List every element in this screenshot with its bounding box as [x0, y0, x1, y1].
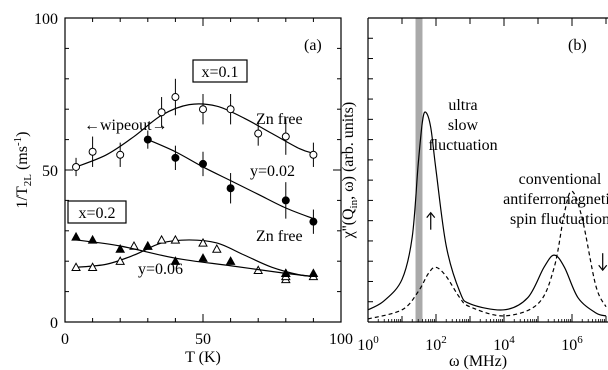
data-point-open-circle — [157, 108, 166, 117]
box-x01 — [192, 59, 248, 83]
panel-b-xtick-1e0-exp: 0 — [373, 334, 379, 346]
data-point-open-triangle — [211, 244, 222, 253]
fit-curve-open-triangle — [75, 239, 314, 277]
data-point-open-circle — [281, 132, 290, 141]
panel-b-ylabel-sub: in — [348, 199, 360, 208]
shaded-band — [415, 18, 423, 322]
panel-b-xtick-1e2-exp: 2 — [441, 334, 447, 346]
data-point-filled-circle — [281, 196, 290, 205]
label-y002: y=0.02 — [250, 163, 295, 180]
panel-b-xtick-1e4-exp: 4 — [509, 334, 515, 346]
data-point-open-triangle — [156, 234, 167, 244]
panel-b-ylabel-rest: , ω) (arb. units) — [340, 102, 357, 200]
panel-b-xtick-1e6-base: 10 — [561, 337, 577, 354]
panel-b-ylabel: χ''(Qin, ω) (arb. units) — [340, 102, 360, 239]
label-fluctuation: fluctuation — [428, 137, 497, 154]
panel-b-ticks — [367, 18, 607, 322]
data-point-open-circle — [72, 162, 81, 171]
panel-b-xtick-1e6-exp: 6 — [577, 334, 583, 346]
panel-a: 0 50 100 0 50 100 T (K) 1/T2L (ms-1) (a)… — [12, 11, 353, 366]
data-point-filled-triangle — [142, 240, 153, 250]
data-point-filled-circle — [309, 217, 318, 226]
data-point-open-circle — [88, 147, 97, 156]
data-point-filled-triangle — [308, 268, 319, 278]
panel-b-xtick-1e4-base: 10 — [493, 337, 509, 354]
label-zn-free-1: Zn free — [256, 111, 303, 128]
data-point-filled-triangle — [71, 231, 81, 241]
data-point-open-circle — [254, 129, 263, 138]
panel-a-ylabel-unit-close: ) — [14, 132, 31, 137]
data-point-open-triangle — [198, 237, 208, 247]
data-point-open-circle — [309, 150, 318, 159]
panel-b-xtick-1e4: 104 — [493, 334, 515, 354]
data-point-filled-triangle — [198, 253, 208, 262]
panel-a-ylabel: 1/T2L (ms-1) — [12, 132, 34, 209]
panel-a-ytick-0: 0 — [50, 315, 58, 332]
box-x02 — [67, 200, 127, 224]
data-point-filled-circle — [171, 153, 180, 162]
label-y006: y=0.06 — [138, 261, 183, 278]
panel-b-xtick-1e2-base: 10 — [425, 337, 441, 354]
panel-b-xtick-1e0-base: 10 — [357, 337, 373, 354]
data-point-filled-triangle — [115, 244, 126, 253]
panel-a-ylabel-sub: 2L — [22, 174, 34, 187]
panel-b-xtick-1e2: 102 — [425, 334, 447, 354]
data-point-filled-circle — [199, 159, 207, 168]
label-conventional: conventional — [519, 171, 602, 188]
data-point-filled-triangle — [170, 256, 181, 265]
panel-b: 100 102 104 106 ω (MHz) χ''(Qin, ω) (arb… — [340, 17, 608, 370]
panel-b-xtick-1e0: 100 — [357, 334, 379, 354]
panel-a-xtick-0: 0 — [61, 331, 69, 348]
panel-a-label: (a) — [304, 37, 322, 54]
label-wipeout: ←wipeout→ — [84, 117, 168, 134]
data-point-open-triangle — [87, 262, 98, 271]
data-point-open-circle — [171, 93, 180, 102]
arrow-head-down — [598, 264, 608, 272]
panel-b-ylabel-main: χ''(Q — [340, 208, 357, 239]
panel-a-xtick-100: 100 — [329, 331, 353, 348]
label-antiferromagnetic: antiferromagnetic — [503, 191, 608, 208]
panel-b-xtick-1e6: 106 — [561, 334, 583, 354]
panel-b-data — [367, 111, 608, 320]
arrow-head-up — [426, 211, 436, 219]
data-point-open-triangle — [170, 234, 181, 244]
data-point-filled-circle — [226, 184, 235, 193]
label-x02: x=0.2 — [78, 205, 115, 222]
panel-b-xlabel: ω (MHz) — [449, 353, 507, 370]
data-point-open-triangle — [115, 256, 126, 265]
panel-a-ytick-100: 100 — [34, 11, 58, 28]
panel-a-ylabel-unit: (ms — [14, 146, 31, 174]
data-point-open-circle — [116, 150, 125, 159]
label-slow: slow — [448, 117, 479, 134]
data-point-open-circle — [199, 105, 207, 114]
panel-a-xtick-50: 50 — [195, 331, 211, 348]
data-point-filled-triangle — [225, 256, 236, 265]
panel-a-data — [71, 78, 319, 284]
panel-a-ylabel-unit-sup: -1 — [12, 137, 24, 146]
panel-a-ylabel-main: 1/T — [14, 186, 31, 208]
label-zn-free-2: Zn free — [256, 228, 303, 245]
panel-a-ticks — [64, 17, 342, 323]
data-point-filled-circle — [143, 135, 152, 144]
label-spin-fluctuation: spin fluctuation — [510, 211, 608, 228]
label-ultra: ultra — [448, 97, 477, 114]
spectrum-curve-solid — [367, 111, 607, 317]
spectrum-curve-dashed — [367, 190, 607, 320]
data-point-filled-triangle — [280, 268, 291, 278]
fit-curve-filled-triangle — [75, 239, 314, 277]
data-point-open-circle — [226, 105, 235, 114]
panel-a-ytick-50: 50 — [42, 163, 58, 180]
data-point-filled-triangle — [87, 234, 98, 244]
label-x01: x=0.1 — [201, 64, 238, 81]
data-point-open-triangle — [71, 262, 81, 271]
panel-b-label: (b) — [568, 37, 587, 54]
panel-a-xlabel: T (K) — [185, 349, 221, 366]
